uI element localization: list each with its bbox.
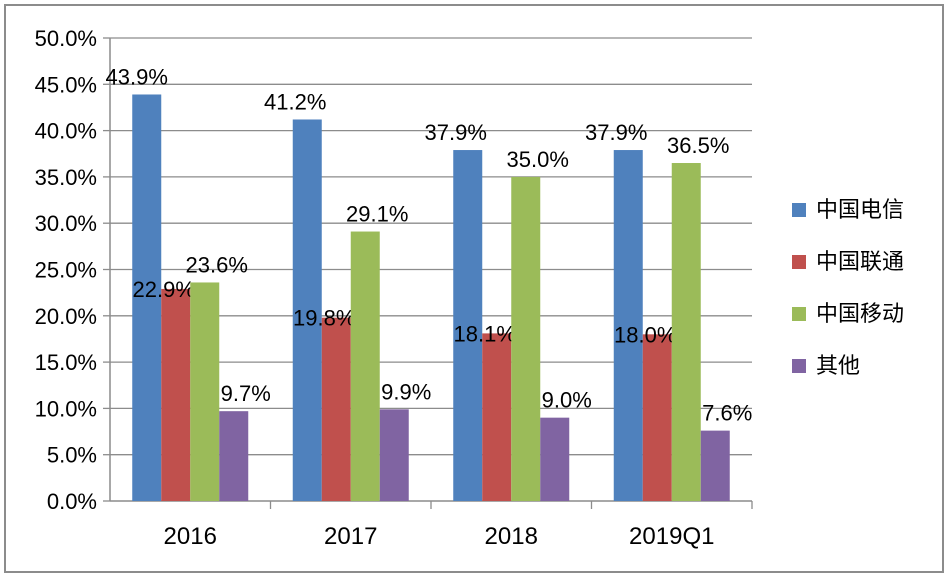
data-label: 43.9%: [106, 64, 168, 89]
bar-其他-2019Q1: [700, 430, 730, 501]
legend-label: 中国电信: [816, 198, 904, 223]
data-label: 9.0%: [542, 388, 592, 413]
legend-swatch-中国电信: [792, 203, 806, 217]
y-tick-label: 40.0%: [35, 119, 97, 144]
data-label: 19.8%: [293, 306, 355, 331]
y-tick-label: 20.0%: [35, 304, 97, 329]
bar-中国联通-2016: [161, 288, 191, 501]
data-label: 18.1%: [454, 321, 516, 346]
x-category-label: 2016: [164, 523, 217, 550]
data-label: 37.9%: [585, 120, 647, 145]
x-category-label: 2019Q1: [629, 523, 714, 550]
y-tick-label: 0.0%: [47, 489, 97, 514]
legend-swatch-中国移动: [792, 307, 806, 321]
data-label: 9.7%: [221, 381, 271, 406]
legend-label: 中国移动: [816, 302, 904, 327]
legend-label: 其他: [816, 354, 860, 379]
data-label: 9.9%: [381, 379, 431, 404]
data-label: 35.0%: [507, 147, 569, 172]
bar-中国移动-2019Q1: [671, 163, 701, 501]
bar-中国电信-2016: [132, 94, 162, 502]
bar-中国移动-2018: [511, 176, 541, 501]
data-label: 37.9%: [425, 120, 487, 145]
y-tick-label: 15.0%: [35, 350, 97, 375]
y-tick-label: 30.0%: [35, 211, 97, 236]
y-tick-label: 25.0%: [35, 258, 97, 283]
bar-中国移动-2017: [350, 231, 380, 501]
y-tick-label: 35.0%: [35, 165, 97, 190]
y-tick-label: 10.0%: [35, 396, 97, 421]
x-category-label: 2018: [485, 523, 538, 550]
bar-其他-2018: [540, 417, 570, 501]
data-label: 18.0%: [614, 322, 676, 347]
y-tick-label: 50.0%: [35, 26, 97, 51]
data-label: 29.1%: [346, 202, 408, 227]
bar-中国联通-2019Q1: [642, 334, 672, 501]
data-label: 7.6%: [702, 401, 752, 426]
data-label: 22.9%: [133, 277, 195, 302]
legend-swatch-其他: [792, 359, 806, 373]
x-category-label: 2017: [324, 523, 377, 550]
bar-中国联通-2018: [482, 333, 512, 501]
bar-其他-2017: [379, 409, 409, 501]
data-label: 23.6%: [186, 252, 248, 277]
y-tick-label: 5.0%: [47, 443, 97, 468]
bar-中国电信-2018: [453, 150, 483, 501]
data-label: 36.5%: [667, 133, 729, 158]
data-label: 41.2%: [264, 89, 326, 114]
legend-label: 中国联通: [816, 250, 904, 275]
bar-中国电信-2017: [292, 119, 322, 501]
y-tick-label: 45.0%: [35, 72, 97, 97]
bar-中国电信-2019Q1: [613, 150, 643, 501]
legend-swatch-中国联通: [792, 255, 806, 269]
bar-中国联通-2017: [321, 317, 351, 501]
bar-中国移动-2016: [190, 282, 220, 501]
bar-其他-2016: [219, 411, 249, 501]
